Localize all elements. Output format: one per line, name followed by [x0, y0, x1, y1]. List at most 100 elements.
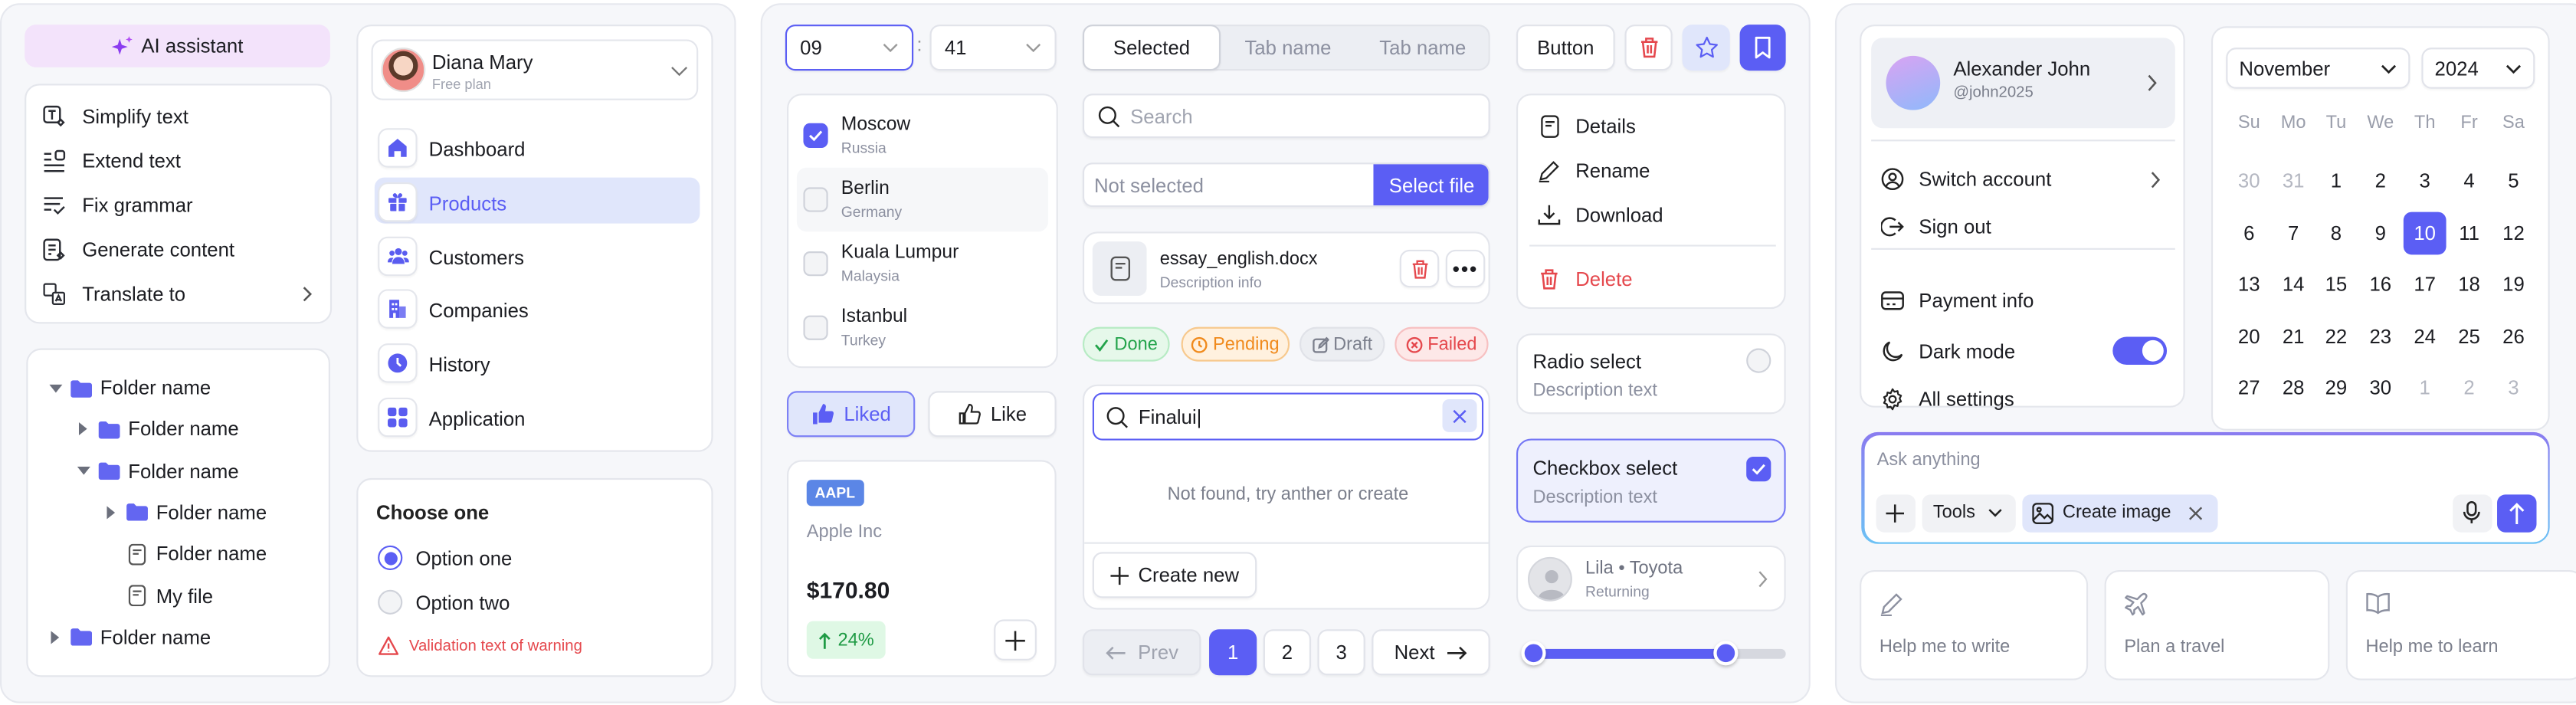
clear-button[interactable]	[1442, 399, 1477, 432]
calendar-day-selected[interactable]: 10	[2403, 211, 2447, 254]
caret-right-icon[interactable]	[103, 506, 118, 520]
checkbox-unchecked[interactable]	[803, 315, 828, 340]
calendar-day[interactable]: 18	[2458, 272, 2480, 296]
calendar-day[interactable]: 8	[2330, 221, 2342, 244]
sidebar-item-companies[interactable]: Companies	[375, 290, 700, 333]
menu-item-payment[interactable]: Payment info	[1881, 289, 2034, 312]
menu-item-delete[interactable]: Delete	[1538, 267, 1633, 291]
radio-unchecked[interactable]	[1746, 348, 1771, 373]
calendar-day[interactable]: 3	[2508, 375, 2519, 400]
menu-item-dark-mode[interactable]: Dark mode	[1881, 336, 2168, 365]
sidebar-item-application[interactable]: Application	[375, 397, 700, 441]
sidebar-item-dashboard[interactable]: Dashboard	[375, 128, 700, 171]
calendar-day[interactable]: 5	[2508, 169, 2519, 192]
caret-right-icon[interactable]	[76, 422, 90, 436]
calendar-day[interactable]: 27	[2237, 375, 2260, 400]
calendar-day[interactable]: 6	[2243, 221, 2255, 244]
send-button[interactable]	[2496, 494, 2536, 532]
tree-folder[interactable]: Folder name	[76, 418, 239, 441]
radio-unchecked[interactable]	[378, 589, 403, 615]
calendar-day[interactable]: 26	[2502, 324, 2525, 348]
calendar-day[interactable]: 15	[2325, 272, 2348, 296]
calendar-day[interactable]: 3	[2419, 169, 2430, 192]
minute-select[interactable]: 41	[929, 25, 1057, 71]
ai-assistant-button[interactable]: AI assistant	[25, 25, 330, 67]
suggestion-learn[interactable]: Help me to learn	[2345, 570, 2576, 680]
profile-selector[interactable]: Diana Mary Free plan	[371, 39, 699, 100]
calendar-day[interactable]: 13	[2237, 272, 2260, 296]
caret-down-icon[interactable]	[48, 383, 62, 392]
menu-item-simplify[interactable]: Simplify text	[43, 105, 188, 128]
create-image-chip[interactable]: Create image	[2021, 494, 2217, 532]
month-select[interactable]: November	[2226, 48, 2410, 89]
calendar-day[interactable]: 2	[2374, 169, 2386, 192]
calendar-day[interactable]: 1	[2330, 169, 2342, 192]
calendar-day[interactable]: 16	[2369, 272, 2392, 296]
tree-folder[interactable]: Folder name	[48, 376, 211, 399]
calendar-day[interactable]: 29	[2325, 375, 2348, 400]
delete-file-button[interactable]	[1399, 249, 1440, 288]
tree-folder[interactable]: Folder name	[103, 501, 267, 524]
checkbox-unchecked[interactable]	[803, 187, 828, 212]
city-option[interactable]: Istanbul Turkey	[803, 306, 1041, 359]
calendar-day[interactable]: 7	[2287, 221, 2299, 244]
calendar-day[interactable]: 9	[2374, 221, 2386, 244]
microphone-button[interactable]	[2452, 494, 2492, 532]
calendar-day[interactable]: 19	[2502, 272, 2525, 296]
menu-item-extend[interactable]: Extend text	[43, 149, 181, 172]
slider-thumb-low[interactable]	[1521, 641, 1546, 666]
radio-checked[interactable]	[378, 545, 403, 571]
tab-selected[interactable]: Selected	[1082, 25, 1221, 71]
year-select[interactable]: 2024	[2421, 48, 2535, 89]
dark-mode-toggle[interactable]	[2112, 336, 2168, 365]
calendar-day[interactable]: 1	[2419, 375, 2430, 400]
calendar-day[interactable]: 12	[2502, 221, 2525, 244]
checkbox-unchecked[interactable]	[803, 251, 828, 277]
menu-item-generate[interactable]: Generate content	[43, 238, 234, 261]
calendar-day[interactable]: 11	[2459, 221, 2479, 244]
menu-item-grammar[interactable]: Fix grammar	[43, 194, 193, 217]
calendar-day[interactable]: 2	[2463, 375, 2475, 400]
radio-option-one[interactable]: Option one	[378, 545, 512, 571]
menu-item-rename[interactable]: Rename	[1538, 159, 1650, 182]
radio-select-card[interactable]: Radio select Description text	[1516, 333, 1786, 415]
tools-dropdown[interactable]: Tools	[1921, 494, 2015, 532]
sidebar-item-products[interactable]: Products	[375, 182, 700, 225]
calendar-day[interactable]: 14	[2282, 272, 2305, 296]
suggestion-travel[interactable]: Plan a travel	[2104, 570, 2330, 680]
menu-item-settings[interactable]: All settings	[1881, 388, 2014, 411]
generic-button[interactable]: Button	[1516, 25, 1615, 71]
like-button[interactable]: Like	[928, 391, 1057, 438]
calendar-day[interactable]: 25	[2458, 324, 2480, 348]
calendar-day[interactable]: 30	[2237, 169, 2260, 192]
calendar-day[interactable]: 4	[2463, 169, 2475, 192]
city-option[interactable]: Berlin Germany	[803, 178, 1041, 231]
city-option[interactable]: Kuala Lumpur Malaysia	[803, 241, 1041, 294]
hour-select[interactable]: 09	[785, 25, 914, 71]
tree-file[interactable]: My file	[103, 584, 213, 607]
calendar-day[interactable]: 21	[2282, 324, 2305, 348]
account-header[interactable]: Alexander John @john2025	[1871, 38, 2175, 129]
delete-button[interactable]	[1624, 25, 1673, 71]
create-new-button[interactable]: Create new	[1092, 552, 1257, 598]
city-option[interactable]: Moscow Russia	[803, 113, 1041, 166]
checkbox-select-card[interactable]: Checkbox select Description text	[1516, 438, 1786, 523]
bookmark-button[interactable]	[1739, 25, 1786, 71]
tree-file[interactable]: Folder name	[103, 543, 267, 566]
caret-right-icon[interactable]	[48, 630, 62, 644]
tab-3[interactable]: Tab name	[1379, 36, 1467, 60]
suggestion-write[interactable]: Help me to write	[1860, 570, 2089, 680]
calendar-day[interactable]: 28	[2282, 375, 2305, 400]
menu-item-sign-out[interactable]: Sign out	[1880, 215, 1991, 238]
radio-option-two[interactable]: Option two	[378, 589, 510, 615]
menu-item-switch-account[interactable]: Switch account	[1881, 168, 2161, 191]
slider-thumb-high[interactable]	[1713, 641, 1739, 666]
tab-2[interactable]: Tab name	[1244, 36, 1332, 60]
attach-button[interactable]	[1875, 494, 1915, 532]
page-1[interactable]: 1	[1209, 629, 1257, 676]
page-2[interactable]: 2	[1263, 629, 1311, 676]
chat-input[interactable]: Ask anything	[1876, 449, 1981, 470]
sidebar-item-history[interactable]: History	[375, 343, 700, 387]
calendar-day[interactable]: 23	[2369, 324, 2392, 348]
sidebar-item-customers[interactable]: Customers	[375, 235, 700, 279]
